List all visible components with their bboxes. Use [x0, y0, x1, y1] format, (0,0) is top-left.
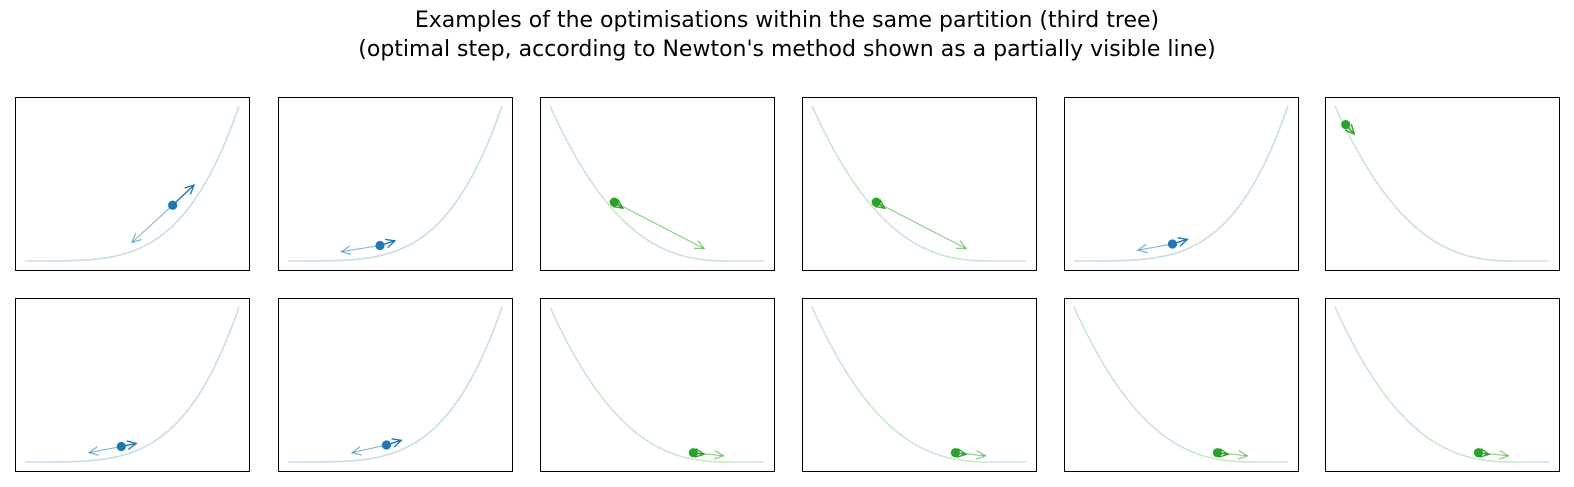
- gradient-step-arrowhead: [1218, 448, 1230, 458]
- current-point: [688, 448, 698, 458]
- gradient-step-arrowhead: [874, 199, 886, 210]
- subplot-8: [278, 298, 513, 472]
- subplot-10: [802, 298, 1037, 472]
- current-point: [1473, 448, 1483, 458]
- gradient-step-arrowhead: [1177, 237, 1189, 247]
- newton-step-arrowhead: [1237, 449, 1249, 460]
- newton-step-arrowhead: [975, 449, 987, 460]
- current-point: [950, 448, 960, 458]
- gradient-step-arrowhead: [956, 448, 968, 458]
- subplot-9: [540, 298, 775, 472]
- current-point: [609, 197, 619, 207]
- loss-curve: [1334, 306, 1549, 463]
- gradient-step-arrowhead: [184, 184, 196, 195]
- subplot-2: [278, 97, 513, 271]
- newton-step-line: [352, 444, 387, 454]
- newton-step-arrowhead: [713, 449, 725, 460]
- subplot-12: [1325, 298, 1560, 472]
- gradient-step-arrowhead: [385, 238, 397, 249]
- loss-curve: [25, 105, 240, 262]
- subplot-frame: [1064, 298, 1299, 472]
- newton-step-arrowhead: [694, 240, 706, 250]
- current-point: [1341, 120, 1351, 130]
- newton-step-arrowhead: [340, 245, 352, 256]
- loss-curve: [1334, 105, 1549, 262]
- gradient-step-arrowhead: [612, 199, 624, 210]
- newton-step-line: [613, 201, 705, 250]
- newton-step-line: [341, 244, 381, 253]
- gradient-step-arrowhead: [1479, 448, 1491, 458]
- subplot-frame: [278, 97, 513, 271]
- current-point: [1167, 239, 1178, 249]
- subplot-6: [1325, 97, 1560, 271]
- subplot-frame: [1325, 97, 1560, 271]
- current-point: [871, 197, 881, 207]
- subplot-3: [540, 97, 775, 271]
- gradient-step-arrowhead: [126, 440, 138, 451]
- subplot-frame: [1064, 97, 1299, 271]
- loss-curve: [1074, 105, 1289, 262]
- gradient-step-arrowhead: [391, 438, 403, 448]
- loss-curve: [288, 105, 503, 262]
- loss-curve: [549, 306, 764, 463]
- subplot-4: [802, 97, 1037, 271]
- newton-step-arrowhead: [350, 445, 363, 456]
- subplot-frame: [802, 97, 1037, 271]
- newton-step-line: [89, 445, 122, 454]
- loss-curve: [811, 105, 1026, 262]
- current-point: [1212, 448, 1222, 458]
- gradient-step-line: [172, 184, 195, 206]
- subplot-frame: [540, 298, 775, 472]
- loss-curve: [549, 105, 764, 262]
- subplot-frame: [540, 97, 775, 271]
- subplot-frame: [15, 298, 250, 472]
- current-point: [168, 200, 178, 210]
- subplot-7: [15, 298, 250, 472]
- subplot-5: [1064, 97, 1299, 271]
- subplot-frame: [278, 298, 513, 472]
- newton-step-arrowhead: [87, 446, 100, 456]
- subplot-frame: [15, 97, 250, 271]
- newton-step-line: [1138, 243, 1173, 251]
- gradient-step-arrowhead: [694, 448, 706, 458]
- current-point: [381, 440, 392, 450]
- loss-curve: [1073, 306, 1288, 463]
- newton-step-arrowhead: [1498, 449, 1510, 460]
- subplot-11: [1064, 298, 1299, 472]
- subplot-1: [15, 97, 250, 271]
- gradient-step-arrowhead: [1344, 124, 1356, 135]
- newton-step-arrowhead: [130, 232, 142, 244]
- chart-title: Examples of the optimisations within the…: [358, 8, 1216, 62]
- subplot-frame: [1325, 298, 1560, 472]
- newton-step-line: [875, 201, 967, 250]
- current-point: [375, 240, 385, 251]
- loss-curve: [811, 306, 1026, 463]
- loss-curve: [25, 306, 240, 463]
- newton-step-arrowhead: [956, 240, 968, 250]
- current-point: [116, 441, 126, 452]
- newton-step-line: [131, 204, 174, 243]
- subplot-frame: [802, 298, 1037, 472]
- newton-step-arrowhead: [1136, 243, 1149, 254]
- loss-curve: [288, 306, 503, 463]
